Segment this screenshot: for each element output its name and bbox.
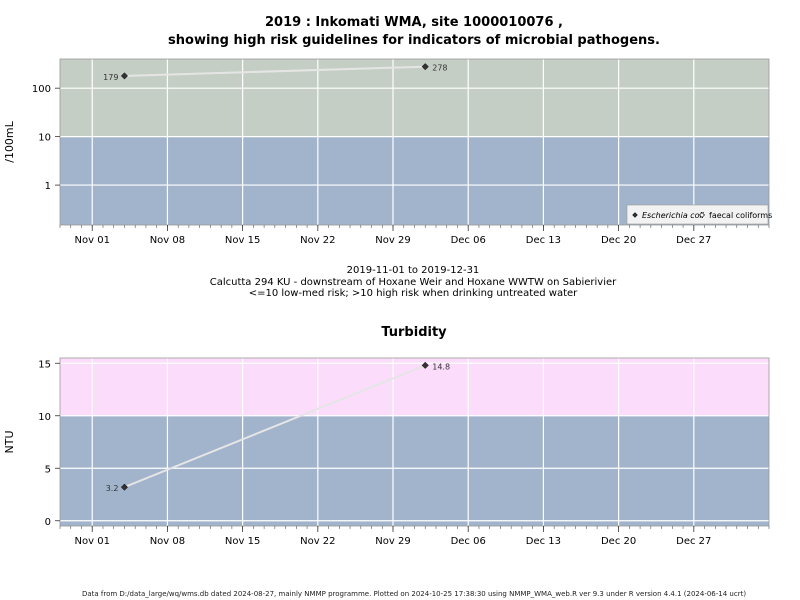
data-point (120, 483, 129, 491)
x-tick-label: Nov 15 (225, 235, 260, 246)
series-line (124, 364, 426, 489)
x-tick-label: Dec 06 (451, 235, 486, 246)
chart-title-line1: 2019 : Inkomati WMA, site 1000010076 , (265, 15, 563, 30)
x-tick-label: Nov 08 (150, 536, 185, 547)
legend-label-ecoli: Escherichia coli (642, 211, 705, 220)
y-tick-label: 10 (38, 133, 51, 144)
x-tick-label: Nov 08 (150, 235, 185, 246)
legend-marker-faecal (699, 212, 705, 218)
y-tick-label: 1 (45, 181, 51, 192)
high-risk-band (60, 358, 769, 416)
turbidity-panel: Nov 01 Nov 08 Nov 15 Nov 22 Nov 29 Dec 06 Dec … (3, 357, 770, 547)
x-tick-label: Nov 29 (375, 235, 410, 246)
x-tick-label: Nov 22 (300, 536, 335, 547)
x-tick-label: Nov 29 (375, 536, 410, 547)
y-tick-label: 100 (32, 84, 51, 95)
turbidity-panel-title: Turbidity (381, 325, 447, 340)
site-description-caption: Calcutta 294 KU - downstream of Hoxane W… (210, 277, 617, 288)
y-tick-label: 10 (38, 412, 51, 423)
x-tick-label: Nov 15 (225, 536, 260, 547)
data-point (421, 361, 429, 369)
legend-box (626, 204, 769, 225)
data-label: 179 (103, 73, 118, 82)
x-tick-label: Dec 27 (676, 235, 711, 246)
chart-title-line2: showing high risk guidelines for indicat… (168, 33, 660, 48)
series-line (124, 65, 426, 77)
legend-label-faecal: faecal coliforms (709, 211, 772, 220)
data-label: 14.8 (432, 362, 450, 371)
x-tick-label: Dec 13 (526, 536, 561, 547)
y-axis-label: NTU (3, 431, 16, 454)
data-label: 3.2 (106, 484, 119, 493)
data-source-footer: Data from D:/data_large/wq/wms.db dated … (82, 590, 746, 598)
date-range-caption: 2019-11-01 to 2019-12-31 (347, 265, 480, 276)
x-tick-label: Dec 27 (676, 536, 711, 547)
y-tick-label: 5 (45, 464, 51, 475)
y-tick-label: 0 (45, 517, 51, 528)
x-tick-label: Dec 13 (526, 235, 561, 246)
x-tick-label: Dec 20 (601, 235, 636, 246)
legend-marker-ecoli (632, 212, 638, 218)
high-risk-band (60, 59, 769, 137)
data-point (120, 72, 129, 80)
y-axis-label: /100mL (3, 120, 16, 162)
y-tick-label: 15 (38, 359, 51, 370)
x-tick-label: Nov 01 (75, 235, 110, 246)
x-tick-label: Dec 06 (451, 536, 486, 547)
microbial-panel: Nov 01 Nov 08 Nov 15 Nov 22 Nov 29 Dec 06 Dec … (3, 58, 772, 246)
x-tick-label: Dec 20 (601, 536, 636, 547)
data-label: 278 (432, 64, 447, 73)
risk-guideline-caption: <=10 low-med risk; >10 high risk when dr… (249, 288, 578, 299)
x-tick-label: Nov 01 (75, 536, 110, 547)
x-tick-label: Nov 22 (300, 235, 335, 246)
data-point (421, 63, 429, 71)
